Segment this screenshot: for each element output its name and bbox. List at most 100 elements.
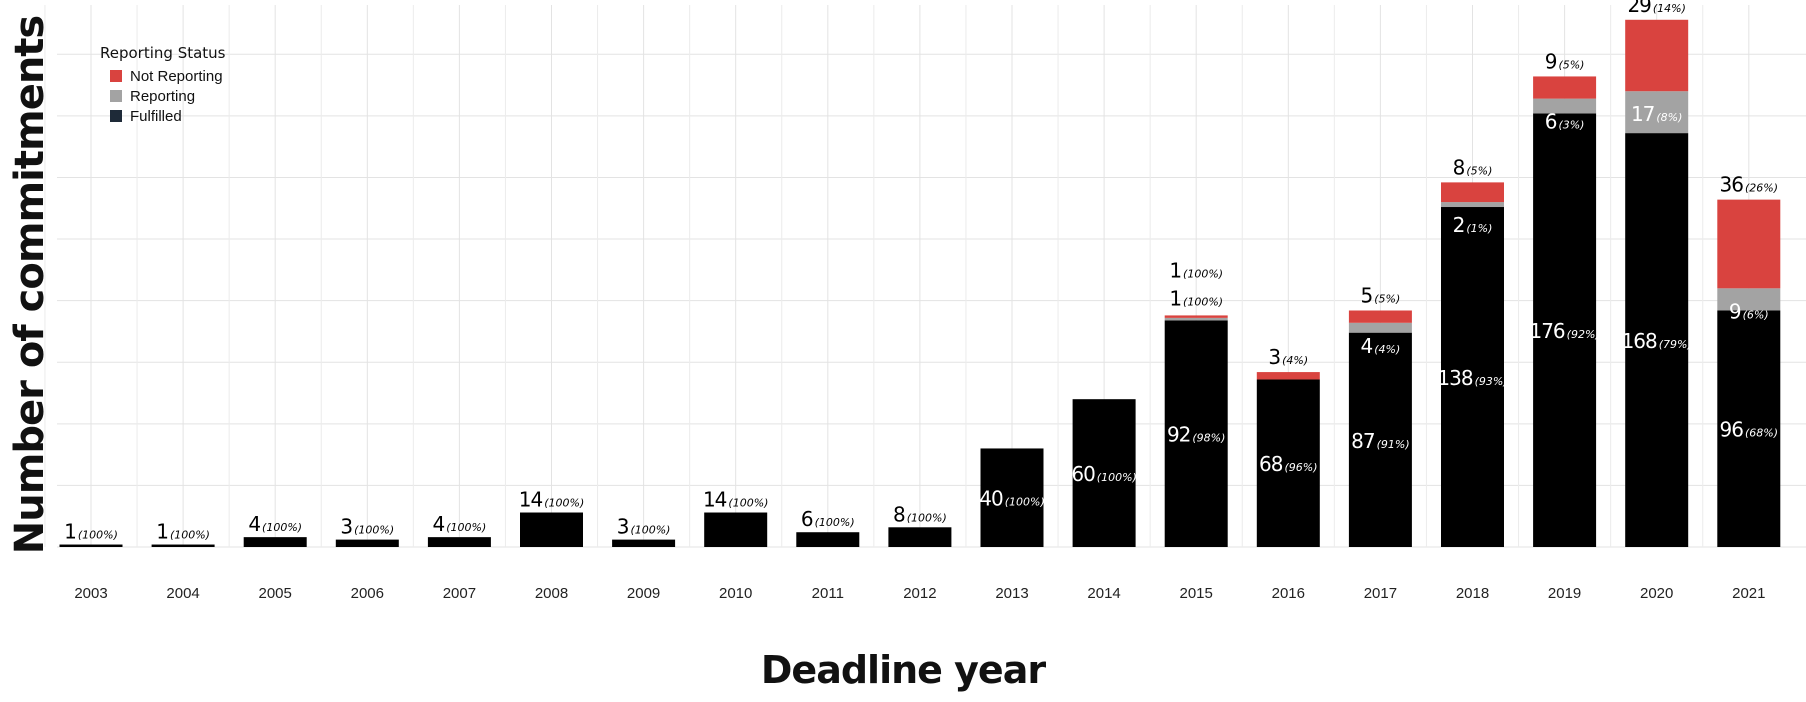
data-label-fulfilled-2012: 8 (100%) <box>893 502 947 526</box>
x-tick-label-2013: 2013 <box>995 585 1028 602</box>
data-label-reporting-2018: 2 (1%) <box>1453 213 1493 237</box>
bar-reporting-2020 <box>1625 91 1689 134</box>
legend-title: Reporting Status <box>100 44 226 62</box>
data-label-fulfilled-2005: 4 (100%) <box>248 512 302 536</box>
data-label-fulfilled-2015: 92 (98%) <box>1167 423 1226 447</box>
bar-not-reporting-2018 <box>1441 182 1504 203</box>
data-label-fulfilled-2017: 87 (91%) <box>1351 429 1410 453</box>
data-label-not-reporting-2019: 9 (5%) <box>1545 49 1585 73</box>
x-tick-label-2016: 2016 <box>1272 585 1305 602</box>
x-tick-label-2018: 2018 <box>1456 585 1489 602</box>
bar-fulfilled-2016 <box>1256 379 1320 547</box>
bar-fulfilled-2015 <box>1164 320 1228 547</box>
legend-item-fulfilled: Fulfilled <box>100 106 226 126</box>
x-tick-label-2017: 2017 <box>1364 585 1397 602</box>
data-label-fulfilled-2019: 176 (92%) <box>1529 319 1599 343</box>
x-tick-labels: 2003 2004 2005 2006 2007 2008 2009 2010 2011 2012… <box>74 585 1765 602</box>
x-tick-label-2005: 2005 <box>259 585 292 602</box>
bar-fulfilled-2006 <box>335 539 399 547</box>
data-label-reporting-2019: 6 (3%) <box>1545 110 1585 134</box>
data-label-reporting-2015: 1 (100%) <box>1169 286 1223 310</box>
bar-reporting-2021 <box>1717 288 1781 311</box>
x-tick-label-2006: 2006 <box>351 585 384 602</box>
bar-not-reporting-2017 <box>1348 310 1412 323</box>
bar-reporting-2019 <box>1533 98 1597 114</box>
data-label-reporting-2017: 4 (4%) <box>1361 334 1401 358</box>
bar-fulfilled-2012 <box>888 527 952 547</box>
data-label-not-reporting-2016: 3 (4%) <box>1268 345 1308 369</box>
bar-fulfilled-2018 <box>1441 207 1504 547</box>
data-label-not-reporting-2018: 8 (5%) <box>1453 155 1493 179</box>
data-label-fulfilled-2014: 60 (100%) <box>1071 462 1136 486</box>
data-label-fulfilled-2016: 68 (96%) <box>1259 452 1318 476</box>
data-label-fulfilled-2006: 3 (100%) <box>340 515 394 539</box>
legend-swatch-not-reporting <box>110 70 122 82</box>
x-tick-label-2009: 2009 <box>627 585 660 602</box>
bar-fulfilled-2010 <box>704 512 768 547</box>
data-label-fulfilled-2018: 138 (93%) <box>1437 366 1507 390</box>
legend: Reporting Status Not Reporting Reporting… <box>100 44 226 126</box>
data-label-fulfilled-2010: 14 (100%) <box>703 488 768 512</box>
data-label-fulfilled-2013: 40 (100%) <box>979 487 1044 511</box>
x-tick-label-2010: 2010 <box>719 585 752 602</box>
x-tick-label-2020: 2020 <box>1640 585 1673 602</box>
bar-fulfilled-2020 <box>1625 133 1689 548</box>
x-tick-label-2007: 2007 <box>443 585 476 602</box>
x-tick-label-2004: 2004 <box>166 585 199 602</box>
bar-not-reporting-2016 <box>1256 372 1320 380</box>
bar-fulfilled-2005 <box>243 537 307 547</box>
bar-not-reporting-2020 <box>1625 19 1689 92</box>
bar-fulfilled-2009 <box>612 539 676 547</box>
legend-item-not-reporting: Not Reporting <box>100 66 226 86</box>
legend-label-not-reporting: Not Reporting <box>130 67 223 85</box>
legend-label-fulfilled: Fulfilled <box>130 107 182 125</box>
data-label-fulfilled-2008: 14 (100%) <box>519 488 584 512</box>
data-label-not-reporting-2021: 36 (26%) <box>1720 173 1779 197</box>
bar-not-reporting-2019 <box>1533 76 1597 99</box>
data-label-fulfilled-2003: 1 (100%) <box>64 520 118 544</box>
legend-item-reporting: Reporting <box>100 86 226 106</box>
data-label-reporting-2021: 9 (6%) <box>1729 299 1769 323</box>
x-tick-label-2008: 2008 <box>535 585 568 602</box>
data-label-fulfilled-2011: 6 (100%) <box>801 507 855 531</box>
data-label-not-reporting-2020: 29 (14%) <box>1627 0 1686 17</box>
legend-swatch-reporting <box>110 90 122 102</box>
data-label-fulfilled-2004: 1 (100%) <box>156 520 210 544</box>
bar-fulfilled-2021 <box>1717 310 1781 547</box>
bar-fulfilled-2019 <box>1533 113 1597 548</box>
data-label-fulfilled-2009: 3 (100%) <box>617 515 671 539</box>
bar-fulfilled-2014 <box>1072 399 1136 547</box>
bar-fulfilled-2007 <box>427 537 491 547</box>
legend-label-reporting: Reporting <box>130 87 196 105</box>
data-label-reporting-2020: 17 (8%) <box>1631 102 1683 126</box>
data-label-not-reporting-2015: 1 (100%) <box>1169 258 1223 282</box>
y-axis-label-container: Number of commitments <box>0 0 70 702</box>
legend-swatch-fulfilled <box>110 110 122 122</box>
bar-fulfilled-2017 <box>1348 332 1412 547</box>
x-axis-label: Deadline year <box>760 648 1046 692</box>
x-tick-label-2015: 2015 <box>1180 585 1213 602</box>
data-label-fulfilled-2007: 4 (100%) <box>433 512 487 536</box>
bar-reporting-2015 <box>1164 317 1228 321</box>
data-label-fulfilled-2021: 96 (68%) <box>1720 418 1779 442</box>
x-tick-label-2011: 2011 <box>812 585 844 602</box>
bar-reporting-2018 <box>1441 202 1504 208</box>
bar-reporting-2017 <box>1348 322 1412 333</box>
bar-fulfilled-2013 <box>980 448 1044 547</box>
bar-not-reporting-2015 <box>1164 315 1228 318</box>
x-tick-label-2019: 2019 <box>1548 585 1581 602</box>
y-axis-label: Number of commitments <box>7 15 53 555</box>
x-tick-label-2003: 2003 <box>74 585 107 602</box>
bar-not-reporting-2021 <box>1717 199 1781 289</box>
data-label-fulfilled-2020: 168 (79%) <box>1622 329 1692 353</box>
bar-fulfilled-2003 <box>59 544 123 547</box>
bar-fulfilled-2004 <box>151 544 215 547</box>
bars <box>59 19 1781 548</box>
bar-labels: 1 (100%) 1 (100%) 4 (100%) 3 (100%) 4 (100%) 14 (10… <box>64 0 1778 544</box>
bar-fulfilled-2011 <box>796 532 860 547</box>
bar-fulfilled-2008 <box>520 512 583 547</box>
x-tick-label-2014: 2014 <box>1087 585 1120 602</box>
x-tick-label-2021: 2021 <box>1732 585 1765 602</box>
x-tick-label-2012: 2012 <box>903 585 936 602</box>
